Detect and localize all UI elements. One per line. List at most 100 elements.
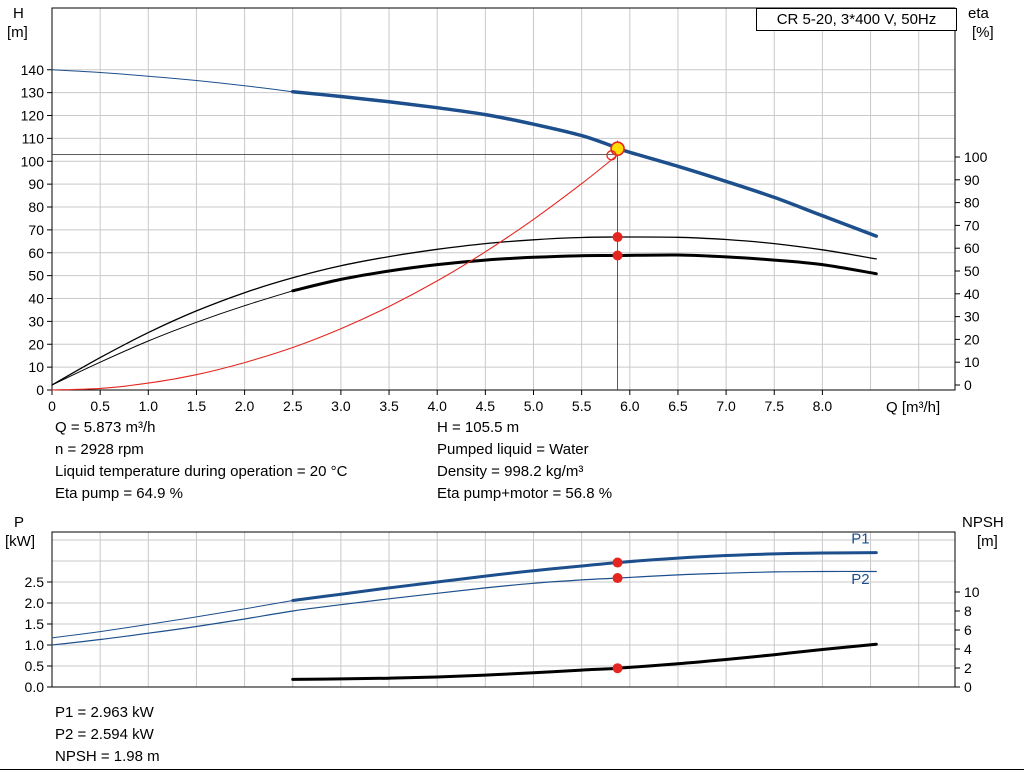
right-axis-tick-label: 80 bbox=[964, 195, 980, 211]
right-axis-tick-label: 60 bbox=[964, 240, 980, 256]
annotation-q: Q = 5.873 m³/h bbox=[55, 419, 156, 436]
x-axis-tick-label: 1.0 bbox=[139, 398, 159, 414]
x-axis-tick-label: 7.5 bbox=[765, 398, 785, 414]
right-axis-tick-label: 10 bbox=[964, 354, 980, 370]
npsh-curve bbox=[291, 642, 878, 681]
annotation-density: Density = 998.2 kg/m³ bbox=[437, 463, 584, 480]
left-axis-tick-label: 50 bbox=[28, 268, 44, 284]
left-axis-tick-label: 70 bbox=[28, 222, 44, 238]
annotation-h: H = 105.5 m bbox=[437, 419, 520, 436]
annotation-eta-pump: Eta pump = 64.9 % bbox=[55, 485, 183, 502]
p-axis-unit: [kW] bbox=[5, 533, 35, 550]
left-axis-tick-label: 0 bbox=[36, 382, 44, 398]
left-axis-tick-label: 140 bbox=[21, 62, 45, 78]
left-axis-tick-label: 10 bbox=[28, 359, 44, 375]
p1-duty-point bbox=[612, 557, 623, 568]
eta-pump-duty-point bbox=[612, 232, 623, 243]
right-axis-tick-label: 6 bbox=[964, 622, 972, 638]
x-axis-tick-label: 5.0 bbox=[524, 398, 544, 414]
left-axis-tick-label: 80 bbox=[28, 199, 44, 215]
head-curve-low-flow bbox=[51, 69, 294, 93]
left-axis-tick-label: 0.0 bbox=[25, 679, 45, 695]
left-axis-tick-label: 130 bbox=[21, 85, 45, 101]
annotation-eta-pm: Eta pump+motor = 56.8 % bbox=[437, 485, 613, 502]
annotation-p2: P2 = 2.594 kW bbox=[55, 726, 154, 743]
series-label-p2: P2 bbox=[851, 571, 869, 588]
annotation-npsh: NPSH = 1.98 m bbox=[55, 748, 160, 765]
eta-axis-label: eta bbox=[968, 5, 989, 22]
right-axis-tick-label: 10 bbox=[964, 584, 980, 600]
right-axis-tick-label: 70 bbox=[964, 217, 980, 233]
annotation-n: n = 2928 rpm bbox=[55, 441, 144, 458]
right-axis-tick-label: 0 bbox=[964, 377, 972, 393]
right-axis-tick-label: 0 bbox=[964, 679, 972, 695]
x-axis-tick-label: 5.5 bbox=[572, 398, 592, 414]
p1-curve-low-flow bbox=[51, 600, 294, 639]
p-axis-label: P bbox=[14, 514, 25, 531]
annotation-temp: Liquid temperature during operation = 20… bbox=[55, 463, 348, 480]
npsh-axis-label: NPSH bbox=[962, 514, 1004, 531]
annotation-p1: P1 = 2.963 kW bbox=[55, 704, 154, 721]
system-curve bbox=[51, 154, 619, 391]
left-axis-tick-label: 90 bbox=[28, 176, 44, 192]
left-axis-tick-label: 60 bbox=[28, 245, 44, 261]
left-axis-tick-label: 30 bbox=[28, 313, 44, 329]
left-axis-tick-label: 110 bbox=[22, 130, 45, 146]
left-axis-tick-label: 100 bbox=[21, 153, 45, 169]
head-curve bbox=[291, 89, 879, 238]
npsh-axis-unit: [m] bbox=[977, 533, 998, 550]
p2-duty-point bbox=[612, 573, 623, 584]
h-axis-label: H bbox=[13, 5, 24, 22]
right-axis-tick-label: 100 bbox=[964, 149, 988, 165]
right-axis-tick-label: 2 bbox=[964, 660, 972, 676]
right-axis-tick-label: 50 bbox=[964, 263, 980, 279]
right-axis-tick-label: 30 bbox=[964, 309, 980, 325]
left-axis-tick-label: 40 bbox=[28, 291, 44, 307]
chart-frame bbox=[51, 7, 956, 391]
annotation-liquid: Pumped liquid = Water bbox=[437, 441, 589, 458]
x-axis-tick-label: 4.5 bbox=[476, 398, 496, 414]
x-axis-tick-label: 6.5 bbox=[668, 398, 688, 414]
bottom-divider bbox=[0, 769, 1024, 770]
right-axis-tick-label: 90 bbox=[964, 172, 980, 188]
left-axis-tick-label: 2.0 bbox=[25, 595, 45, 611]
q-axis-label: Q [m³/h] bbox=[886, 399, 941, 416]
left-axis-tick-label: 1.0 bbox=[25, 637, 45, 653]
left-axis-tick-label: 0.5 bbox=[25, 658, 45, 674]
x-axis-tick-label: 2.5 bbox=[283, 398, 303, 414]
eta-pump-motor-low-flow bbox=[51, 290, 294, 386]
right-axis-tick-label: 4 bbox=[964, 641, 972, 657]
eta-pump-curve bbox=[51, 236, 877, 386]
x-axis-tick-label: 3.0 bbox=[331, 398, 351, 414]
eta-pump-motor-duty-point bbox=[612, 250, 623, 261]
left-axis-tick-label: 120 bbox=[21, 108, 45, 124]
right-axis-tick-label: 40 bbox=[964, 286, 980, 302]
left-axis-tick-label: 20 bbox=[28, 336, 44, 352]
x-axis-tick-label: 2.0 bbox=[235, 398, 255, 414]
x-axis-tick-label: 6.0 bbox=[620, 398, 640, 414]
npsh-duty-point bbox=[612, 663, 623, 674]
x-axis-tick-label: 3.5 bbox=[379, 398, 399, 414]
right-axis-tick-label: 8 bbox=[964, 603, 972, 619]
p2-curve bbox=[51, 570, 877, 646]
series-label-p1: P1 bbox=[851, 530, 869, 547]
x-axis-tick-label: 1.5 bbox=[187, 398, 207, 414]
duty-point[interactable] bbox=[610, 141, 625, 156]
x-axis-tick-label: 0.5 bbox=[90, 398, 110, 414]
eta-pump-motor-curve bbox=[291, 253, 878, 293]
x-axis-tick-label: 7.0 bbox=[716, 398, 736, 414]
x-axis-tick-label: 4.0 bbox=[427, 398, 447, 414]
left-axis-tick-label: 2.5 bbox=[25, 574, 45, 590]
x-axis-tick-label: 8.0 bbox=[813, 398, 833, 414]
p1-curve bbox=[291, 551, 878, 602]
left-axis-tick-label: 1.5 bbox=[25, 616, 45, 632]
system-intersection-point bbox=[606, 150, 617, 161]
right-axis-tick-label: 20 bbox=[964, 331, 980, 347]
eta-axis-unit: [%] bbox=[972, 24, 994, 41]
h-axis-unit: [m] bbox=[7, 24, 28, 41]
x-axis-tick-label: 0 bbox=[48, 398, 56, 414]
chart-frame bbox=[51, 531, 956, 688]
pump-model-title: CR 5-20, 3*400 V, 50Hz bbox=[756, 8, 957, 31]
